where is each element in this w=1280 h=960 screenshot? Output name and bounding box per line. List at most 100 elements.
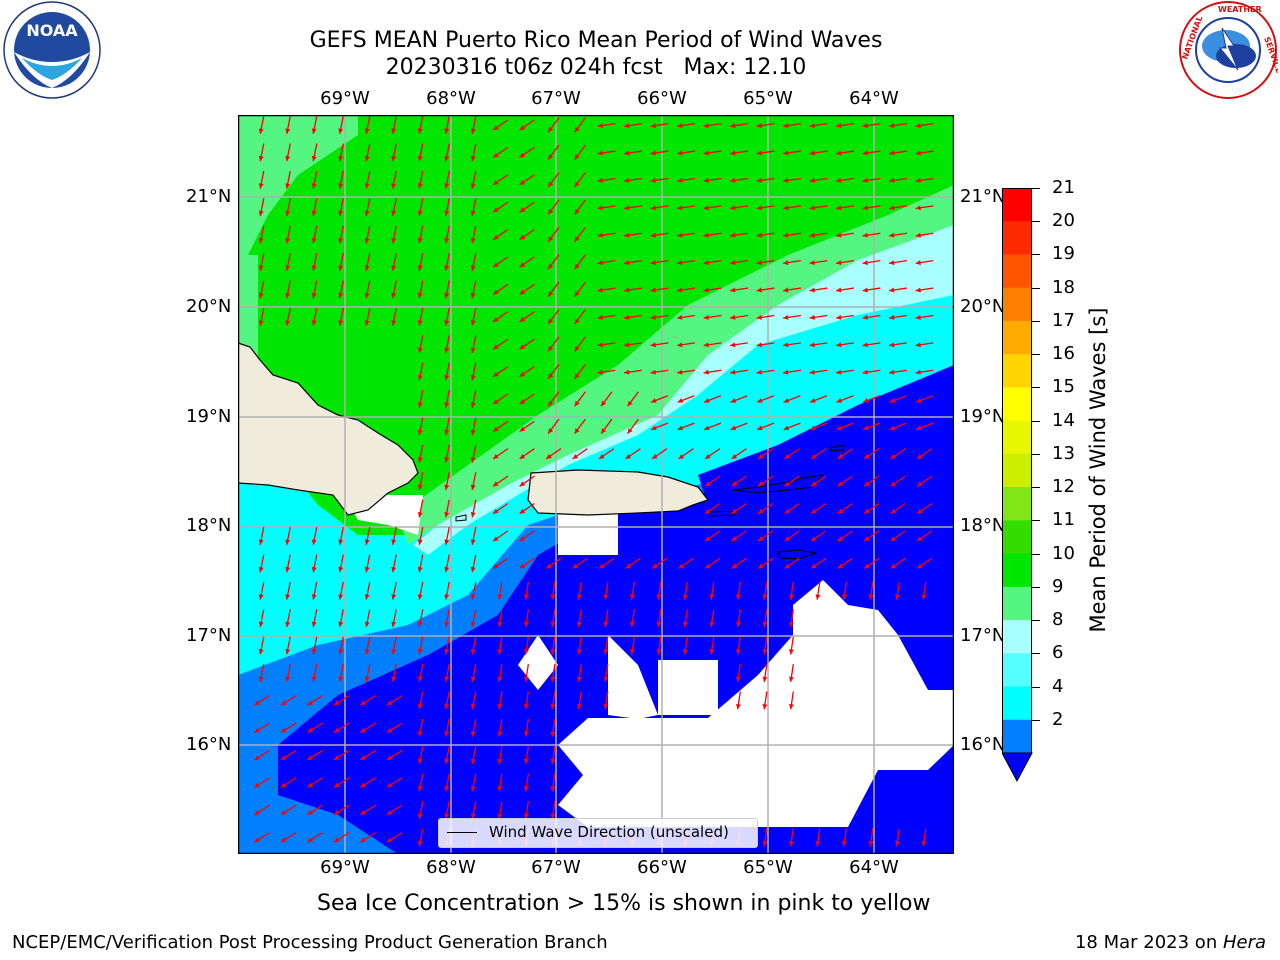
- colorbar-extend-triangle: [1001, 752, 1033, 783]
- wind-wave-arrowhead: [809, 287, 815, 293]
- wind-wave-arrowhead: [677, 425, 684, 431]
- wind-wave-arrowhead: [285, 155, 291, 162]
- wind-wave-arrowhead: [470, 758, 476, 765]
- wind-wave-arrowhead: [809, 260, 815, 266]
- footer-host: Hera: [1222, 932, 1266, 953]
- island-vieques: [707, 510, 740, 517]
- wind-wave-arrowhead: [548, 373, 554, 379]
- wind-wave-arrowhead: [758, 563, 764, 569]
- wind-wave-arrowhead: [519, 180, 526, 185]
- wind-wave-arrowhead: [652, 563, 658, 569]
- wind-wave-arrowhead: [811, 481, 817, 487]
- wind-wave-arrowhead: [470, 649, 476, 655]
- wind-wave-arrowhead: [417, 183, 423, 189]
- wind-wave-arrowhead: [597, 287, 603, 293]
- wind-wave-arrowhead: [550, 813, 556, 819]
- colorbar-tick-label: 18: [1052, 276, 1075, 298]
- wind-wave-arrowhead: [703, 123, 709, 129]
- wind-wave-arrowhead: [603, 676, 609, 682]
- wind-wave-arrowhead: [417, 703, 423, 710]
- wind-wave-arrowhead: [650, 232, 656, 238]
- wind-wave-arrowhead: [493, 262, 499, 268]
- lon-label-top-68w: 68°W: [426, 88, 476, 109]
- wind-wave-arrowhead: [890, 481, 897, 487]
- wind-wave-arrowhead: [470, 512, 476, 518]
- wind-wave-arrowhead: [519, 262, 526, 268]
- wind-wave-arrowhead: [597, 369, 603, 375]
- wind-wave-arrowhead: [444, 457, 450, 463]
- lat-label-left-19n: 19°N: [186, 406, 232, 427]
- wind-wave-arrowhead: [677, 150, 683, 156]
- wind-wave-arrowhead: [417, 238, 423, 244]
- wind-wave-arrowhead: [519, 125, 526, 131]
- wind-wave-arrowhead: [338, 649, 344, 655]
- wind-wave-arrowhead: [788, 676, 794, 682]
- wind-wave-arrowhead: [677, 205, 683, 211]
- legend-line-sample: [447, 832, 477, 833]
- wind-wave-arrowhead: [915, 123, 921, 129]
- nws-logo: NATIONAL WEATHER SERVICE: [1178, 0, 1280, 100]
- wind-wave-arrowhead: [629, 594, 635, 600]
- wind-wave-arrowhead: [364, 210, 370, 217]
- wind-wave-arrowhead: [285, 265, 291, 271]
- wind-wave-arrowhead: [523, 649, 529, 655]
- wind-wave-arrowhead: [470, 539, 476, 545]
- colorbar-tick-mark: [1032, 719, 1040, 721]
- wind-wave-arrowhead: [470, 566, 476, 573]
- colorbar-tick-mark: [1032, 221, 1040, 223]
- colorbar-svg: [1001, 188, 1033, 783]
- wind-wave-arrowhead: [493, 234, 499, 240]
- wind-wave-arrowhead: [574, 154, 580, 160]
- wind-wave-arrowhead: [890, 454, 897, 459]
- wind-wave-arrowhead: [417, 402, 423, 408]
- wind-wave-arrowhead: [338, 265, 344, 271]
- wind-wave-arrowhead: [915, 232, 921, 238]
- wind-wave-arrowhead: [574, 373, 580, 379]
- wind-wave-arrowhead: [417, 210, 423, 217]
- wind-wave-arrowhead: [470, 786, 476, 792]
- wind-wave-arrowhead: [889, 425, 896, 431]
- wind-wave-arrowhead: [258, 210, 264, 217]
- wind-wave-arrowhead: [916, 398, 922, 403]
- wind-wave-arrowhead: [307, 837, 313, 843]
- wind-wave-arrowhead: [677, 260, 683, 266]
- wind-wave-arrowhead: [836, 287, 842, 293]
- wind-wave-arrowhead: [868, 594, 874, 600]
- wind-wave-arrowhead: [894, 594, 900, 600]
- colorbar-band: [1002, 254, 1032, 289]
- wind-wave-arrowhead: [470, 484, 476, 491]
- wind-wave-arrowhead: [730, 232, 736, 238]
- wind-wave-arrowhead: [364, 621, 370, 628]
- wind-wave-arrowhead: [862, 369, 868, 375]
- wind-wave-arrowhead: [709, 621, 715, 628]
- wind-wave-arrowhead: [735, 703, 741, 710]
- wind-wave-arrowhead: [576, 703, 582, 710]
- colorbar-band: [1002, 586, 1032, 621]
- wind-wave-arrowhead: [677, 177, 683, 183]
- wind-wave-arrowhead: [836, 205, 842, 211]
- wind-wave-arrowhead: [548, 345, 554, 352]
- wind-wave-arrowhead: [391, 566, 397, 573]
- wind-wave-arrowhead: [836, 425, 843, 431]
- wind-wave-arrowhead: [311, 566, 317, 573]
- wind-wave-arrowhead: [677, 342, 683, 348]
- wind-wave-arrowhead: [548, 263, 554, 270]
- wind-wave-arrowhead: [784, 536, 791, 542]
- wind-wave-arrowhead: [391, 183, 397, 189]
- wind-wave-arrowhead: [546, 454, 552, 459]
- map-title-line1: GEFS MEAN Puerto Rico Mean Period of Win…: [309, 28, 883, 53]
- wind-wave-arrowhead: [258, 594, 264, 600]
- wind-wave-arrowhead: [572, 454, 579, 459]
- wind-wave-arrowhead: [862, 314, 868, 320]
- wind-wave-arrowhead: [307, 727, 313, 733]
- wind-wave-arrowhead: [917, 536, 923, 542]
- wind-wave-arrowhead: [629, 621, 635, 628]
- colorbar-tick-label: 10: [1052, 542, 1075, 564]
- wind-wave-arrowhead: [391, 676, 397, 682]
- wind-wave-arrowhead: [783, 287, 789, 293]
- wind-wave-arrowhead: [280, 782, 287, 788]
- wind-wave-arrowhead: [493, 426, 499, 432]
- wind-wave-arrowhead: [730, 150, 736, 156]
- wind-wave-arrowhead: [523, 786, 529, 792]
- colorbar-tick-mark: [1032, 553, 1040, 555]
